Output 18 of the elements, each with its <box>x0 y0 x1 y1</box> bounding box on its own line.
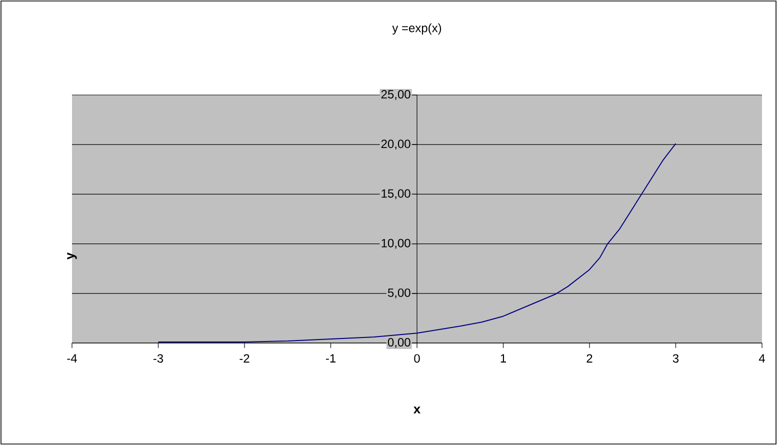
y-tick-label: 5,00 <box>388 288 410 298</box>
y-tick-label: 0,00 <box>388 338 410 348</box>
y-tick-label: 15,00 <box>382 189 410 200</box>
x-tick-label: 4 <box>758 354 765 362</box>
x-tick-label: 0 <box>414 354 420 363</box>
x-tick-label: -4 <box>67 354 77 362</box>
x-tick-label: -2 <box>240 354 250 363</box>
y-tick-label: 20,00 <box>381 140 410 150</box>
x-tick-label: 2 <box>586 354 592 363</box>
y-tick-label: 10,00 <box>382 238 410 249</box>
y-tick-label: 25,00 <box>381 90 410 100</box>
y-axis-title: y <box>67 252 77 260</box>
x-tick-label: 3 <box>672 354 679 363</box>
chart-title: y =exp(x) <box>392 23 442 35</box>
x-tick-label: 1 <box>500 354 506 362</box>
x-axis-title: x <box>413 406 421 414</box>
x-tick-label: -3 <box>153 354 164 363</box>
x-tick-label: -1 <box>326 354 336 362</box>
